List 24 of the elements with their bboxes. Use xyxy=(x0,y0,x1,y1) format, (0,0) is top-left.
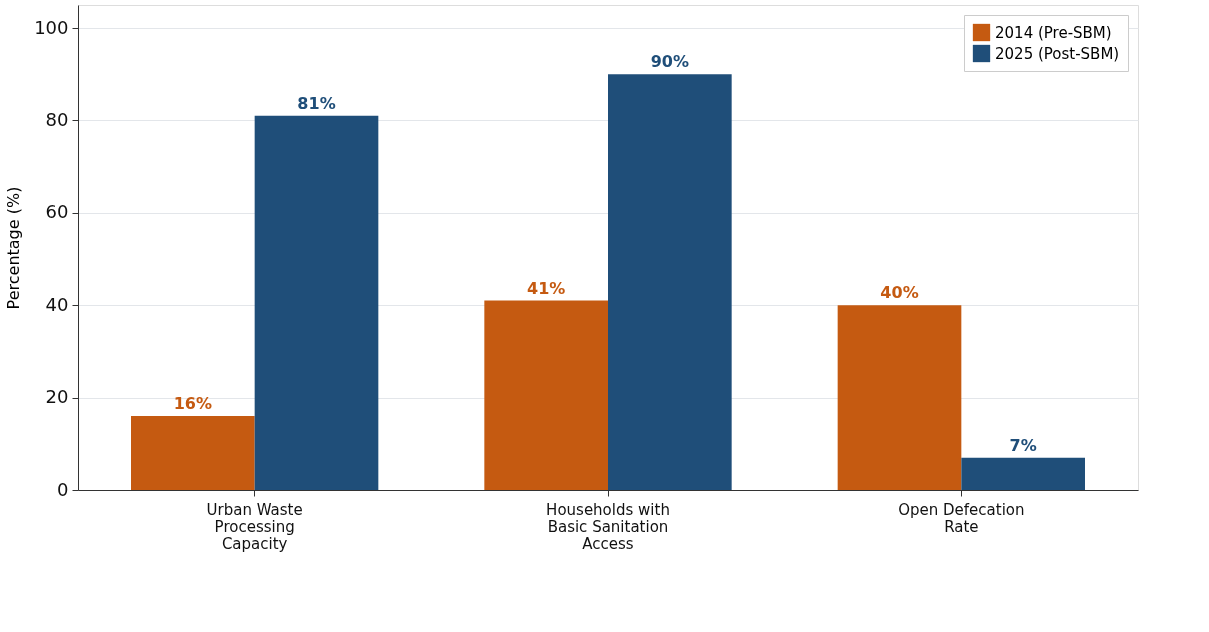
x-tick-label: Urban Waste Processing Capacity xyxy=(206,500,303,553)
bar xyxy=(837,305,962,490)
y-tick-label: 0 xyxy=(57,478,69,500)
y-tick-label: 80 xyxy=(45,108,69,130)
bar xyxy=(254,115,379,490)
x-tick-label: Open Defecation Rate xyxy=(898,500,1025,536)
data-label: 7% xyxy=(1009,435,1037,455)
legend-label: 2025 (Post-SBM) xyxy=(995,44,1120,63)
legend-label: 2014 (Pre-SBM) xyxy=(995,23,1112,42)
data-label: 81% xyxy=(297,93,336,113)
data-label: 40% xyxy=(880,283,919,303)
y-axis-title: Percentage (%) xyxy=(4,186,24,310)
y-tick-label: 20 xyxy=(45,386,69,408)
y-tick-label: 60 xyxy=(45,201,69,223)
y-tick-label: 100 xyxy=(34,16,69,38)
x-tick-label: Households with Basic Sanitation Access xyxy=(546,500,670,553)
bar xyxy=(961,457,1085,490)
data-label: 90% xyxy=(650,52,689,72)
data-label: 16% xyxy=(173,394,212,414)
bar xyxy=(608,74,732,490)
bar xyxy=(484,300,608,490)
y-tick-label: 40 xyxy=(45,293,69,315)
data-label: 41% xyxy=(527,278,566,298)
bar xyxy=(131,416,255,490)
